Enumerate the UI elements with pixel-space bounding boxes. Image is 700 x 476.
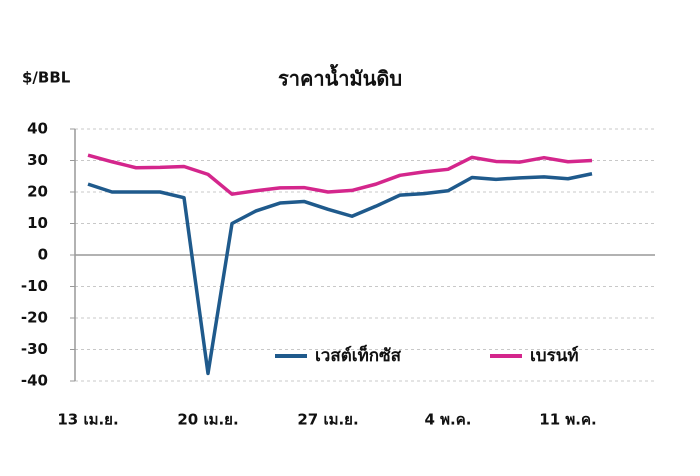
legend-label: เบรนท์: [530, 345, 579, 366]
x-tick-label: 20 เม.ย.: [177, 411, 238, 429]
legend-label: เวสต์เท็กซัส: [315, 343, 402, 366]
x-tick-label: 27 เม.ย.: [297, 411, 358, 429]
y-tick-label: 0: [38, 246, 48, 264]
x-tick-label: 11 พ.ค.: [539, 411, 596, 429]
y-tick-label: -40: [21, 372, 48, 390]
y-tick-label: 30: [27, 151, 48, 169]
y-tick-label: -10: [21, 277, 48, 295]
y-tick-label: 20: [27, 183, 48, 201]
series-line: [87, 153, 593, 196]
x-tick-label: 13 เม.ย.: [57, 411, 118, 429]
y-tick-label: -30: [21, 340, 48, 358]
x-tick-label: 4 พ.ค.: [425, 411, 472, 429]
y-axis-label: $/BBL: [22, 69, 71, 87]
chart-title: ราคาน้ำมันดิบ: [278, 64, 402, 91]
series-line: [87, 172, 593, 376]
y-tick-label: 10: [27, 214, 48, 232]
y-tick-label: -20: [21, 309, 48, 327]
y-tick-label: 40: [27, 120, 48, 138]
